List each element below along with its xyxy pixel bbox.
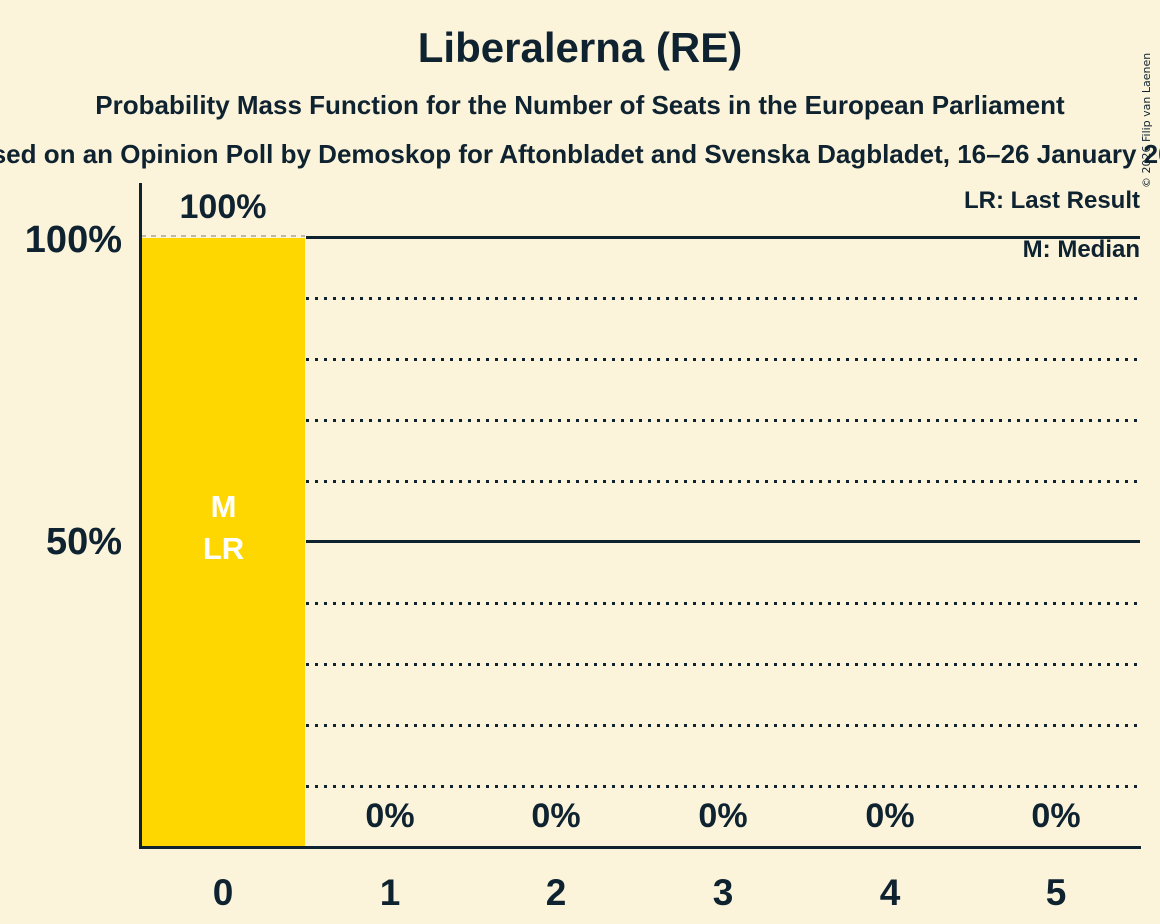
y-axis-line bbox=[139, 183, 142, 849]
bar-annotations: M LR bbox=[142, 486, 305, 570]
value-label-seat-2: 0% bbox=[531, 797, 581, 835]
gridline-100 bbox=[306, 236, 1140, 239]
gridline-50 bbox=[306, 540, 1140, 543]
gridline-60 bbox=[306, 480, 1140, 483]
gridline-40 bbox=[306, 602, 1140, 605]
gridline-80 bbox=[306, 358, 1140, 361]
x-tick-label-2: 2 bbox=[545, 872, 567, 913]
value-label-seat-4: 0% bbox=[865, 797, 915, 835]
gridline-100-over-bar bbox=[141, 235, 305, 237]
gridline-90 bbox=[306, 297, 1140, 300]
x-tick-label-3: 3 bbox=[712, 872, 734, 913]
x-tick-label-1: 1 bbox=[379, 872, 401, 913]
gridline-10 bbox=[306, 785, 1140, 788]
x-tick-label-0: 0 bbox=[212, 872, 234, 913]
legend-last-result: LR: Last Result bbox=[963, 187, 1140, 214]
gridline-70 bbox=[306, 419, 1140, 422]
value-label-seat-1: 0% bbox=[365, 797, 415, 835]
legend-median: M: Median bbox=[1022, 236, 1140, 263]
x-tick-label-5: 5 bbox=[1045, 872, 1067, 913]
gridline-20 bbox=[306, 724, 1140, 727]
x-axis-line bbox=[139, 846, 1141, 849]
value-label-seat-3: 0% bbox=[698, 797, 748, 835]
value-label-seat-5: 0% bbox=[1031, 797, 1081, 835]
y-axis-label-50: 50% bbox=[45, 521, 122, 563]
chart-source-line: Based on an Opinion Poll by Demoskop for… bbox=[0, 139, 1160, 169]
chart-title: Liberalerna (RE) bbox=[417, 24, 743, 71]
chart-subtitle: Probability Mass Function for the Number… bbox=[95, 90, 1065, 120]
value-label-seat-0: 100% bbox=[179, 188, 267, 226]
y-axis-label-100: 100% bbox=[24, 219, 122, 261]
x-tick-label-4: 4 bbox=[879, 872, 901, 913]
median-marker: M bbox=[210, 489, 237, 524]
bar-seat-0: M LR bbox=[142, 238, 305, 846]
last-result-marker: LR bbox=[202, 531, 245, 566]
gridline-30 bbox=[306, 663, 1140, 666]
